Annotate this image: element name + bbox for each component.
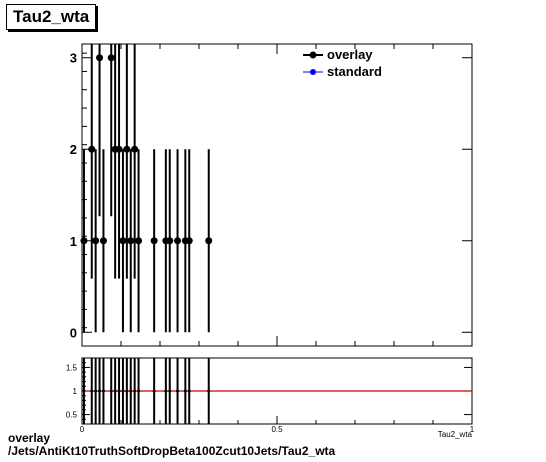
- overlay-data-point: [135, 237, 143, 245]
- ratio-data-points: [82, 358, 472, 424]
- legend-standard-label: standard: [327, 64, 382, 79]
- overlay-data-point: [131, 145, 139, 153]
- legend-overlay-label: overlay: [327, 47, 373, 62]
- ratio-x-tick-label: 1: [470, 425, 475, 434]
- overlay-data-point: [174, 237, 182, 245]
- overlay-data-point: [166, 237, 174, 245]
- ratio-data-point: [152, 389, 156, 393]
- ratio-y-tick-label: 1.5: [66, 363, 78, 372]
- ratio-data-point: [168, 389, 172, 393]
- ratio-x-tick-label: 0.5: [271, 425, 283, 434]
- ratio-data-point: [207, 389, 211, 393]
- legend: overlay standard: [303, 47, 382, 79]
- overlay-data-point: [96, 54, 104, 62]
- ratio-data-point: [176, 389, 180, 393]
- overlay-data-point: [123, 145, 131, 153]
- ratio-y-tick-label: 0.5: [66, 411, 78, 420]
- overlay-data-point: [127, 237, 135, 245]
- overlay-data-point: [115, 145, 123, 153]
- footer-caption: overlay /Jets/AntiKt10TruthSoftDropBeta1…: [8, 432, 335, 458]
- ratio-data-point: [101, 389, 105, 393]
- chart-title: Tau2_wta: [6, 4, 97, 30]
- overlay-data-point: [107, 54, 115, 62]
- ratio-data-point: [187, 389, 191, 393]
- ratio-data-point: [133, 389, 137, 393]
- ratio-data-point: [82, 389, 86, 393]
- ratio-y-tick-label: 1: [73, 387, 78, 396]
- ratio-data-point: [113, 389, 117, 393]
- ratio-data-point: [98, 389, 102, 393]
- main-y-tick-label: 0: [70, 325, 77, 340]
- main-y-tick-label: 2: [70, 142, 77, 157]
- overlay-data-point: [80, 237, 88, 245]
- footer-line-1: overlay: [8, 431, 51, 445]
- main-y-tick-label: 3: [70, 51, 77, 66]
- main-axes: 0 1 2 3: [70, 44, 473, 347]
- overlay-data-point: [92, 237, 100, 245]
- ratio-data-point: [129, 389, 133, 393]
- overlay-data-point: [205, 237, 213, 245]
- footer-line-2: /Jets/AntiKt10TruthSoftDropBeta100Zcut10…: [8, 444, 336, 458]
- ratio-data-point: [121, 389, 125, 393]
- ratio-data-point: [137, 389, 141, 393]
- overlay-data-point: [185, 237, 193, 245]
- overlay-data-point: [88, 145, 96, 153]
- main-y-tick-label: 1: [70, 234, 77, 249]
- ratio-data-point: [125, 389, 129, 393]
- overlay-data-point: [99, 237, 107, 245]
- overlay-data-point: [119, 237, 127, 245]
- ratio-data-point: [109, 389, 113, 393]
- ratio-data-point: [117, 389, 121, 393]
- legend-standard-marker: [310, 69, 316, 75]
- ratio-data-point: [164, 389, 168, 393]
- legend-overlay-marker: [309, 51, 317, 59]
- x-axis-label: Tau2_wta: [438, 430, 473, 439]
- ratio-data-point: [90, 389, 94, 393]
- ratio-data-point: [183, 389, 187, 393]
- main-plot-frame: [81, 43, 473, 347]
- main-data-points: [80, 44, 213, 333]
- overlay-data-point: [150, 237, 158, 245]
- ratio-x-tick-label: 0: [80, 425, 85, 434]
- ratio-data-point: [94, 389, 98, 393]
